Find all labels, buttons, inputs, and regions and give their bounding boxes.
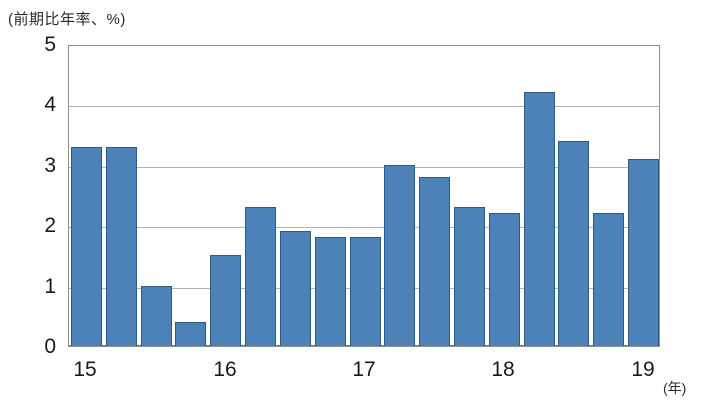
bar-2015Q4 [175, 322, 206, 346]
gridline [69, 227, 659, 229]
x-tick-label-17: 17 [352, 358, 376, 381]
y-tick-label-1: 1 [44, 274, 56, 298]
bar-2017Q4 [454, 207, 485, 346]
x-tick-label-15: 15 [73, 358, 97, 381]
y-tick-label-2: 2 [44, 214, 56, 238]
bar-2018Q4 [593, 213, 624, 346]
gridline [69, 166, 659, 168]
bar-2017Q2 [384, 165, 415, 346]
x-axis-unit-label: (年) [663, 380, 687, 396]
bar-2018Q3 [558, 141, 589, 346]
plot-area [68, 45, 660, 347]
bar-2015Q1 [71, 147, 102, 346]
y-tick-label-0: 0 [44, 335, 56, 358]
y-tick-label-3: 3 [44, 153, 56, 177]
bar-2016Q1 [210, 255, 241, 346]
gridline [69, 106, 659, 108]
bar-2016Q3 [280, 231, 311, 346]
bar-2018Q2 [524, 92, 555, 346]
x-tick-label-19: 19 [631, 358, 655, 381]
bar-2016Q4 [315, 237, 346, 346]
bar-2019Q1 [628, 159, 659, 346]
chart-y-axis-unit-title: (前期比年率、%) [8, 11, 126, 28]
x-tick-label-18: 18 [491, 358, 515, 381]
bar-2018Q1 [489, 213, 520, 346]
bar-2015Q2 [106, 147, 137, 346]
bar-2017Q1 [350, 237, 381, 346]
bar-2015Q3 [141, 286, 172, 346]
y-tick-label-4: 4 [44, 93, 56, 117]
x-tick-label-16: 16 [213, 358, 237, 381]
y-tick-label-5: 5 [44, 33, 56, 56]
bar-2016Q2 [245, 207, 276, 346]
bar-2017Q3 [419, 177, 450, 346]
